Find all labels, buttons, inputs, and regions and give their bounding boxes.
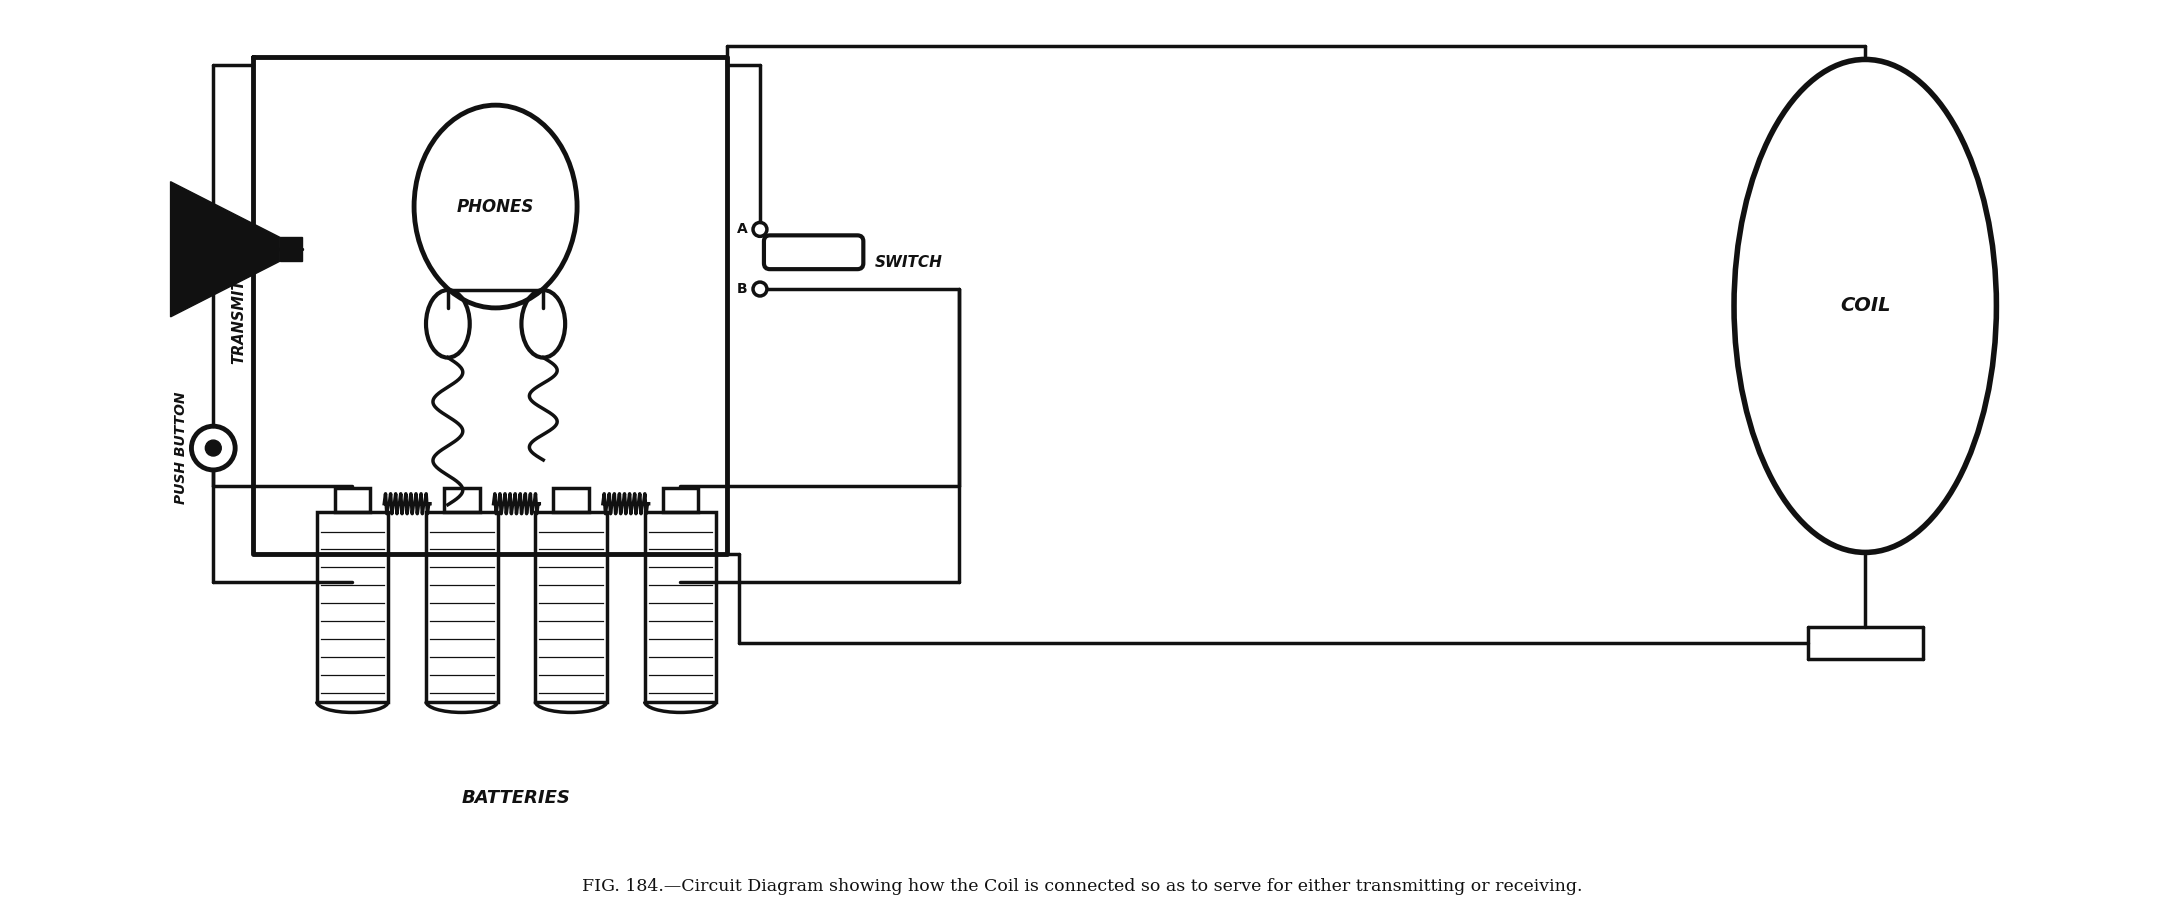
Bar <box>662 488 699 512</box>
Bar <box>535 512 606 702</box>
Text: COIL: COIL <box>1839 297 1891 315</box>
Bar <box>426 512 498 702</box>
Text: B: B <box>736 282 747 296</box>
Text: BATTERIES: BATTERIES <box>461 789 571 807</box>
Text: A: A <box>736 223 747 236</box>
Bar <box>335 488 370 512</box>
Text: FIG. 184.—Circuit Diagram showing how the Coil is connected so as to serve for e: FIG. 184.—Circuit Diagram showing how th… <box>582 878 1582 895</box>
Text: PHONES: PHONES <box>457 198 535 215</box>
Polygon shape <box>279 237 301 261</box>
Text: PUSH BUTTON: PUSH BUTTON <box>175 392 188 505</box>
Bar <box>645 512 716 702</box>
Bar <box>444 488 480 512</box>
Polygon shape <box>171 181 279 317</box>
Text: TRANSMITTER: TRANSMITTER <box>232 247 247 365</box>
Text: SWITCH: SWITCH <box>874 255 944 269</box>
Circle shape <box>206 440 221 456</box>
Bar <box>554 488 589 512</box>
Bar <box>316 512 387 702</box>
